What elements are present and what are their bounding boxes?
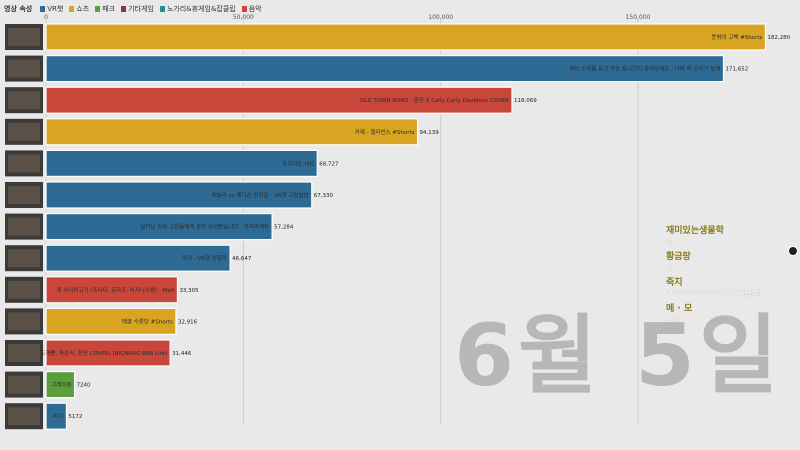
thumbnail-image-detail (8, 312, 40, 331)
side-entry: 죽지 ㅋㅋㅋㅋㅋㅋㅋ바티이타빌린 (666, 275, 796, 299)
bar (45, 402, 68, 430)
bar (45, 86, 513, 114)
thumbnail-image-detail (8, 280, 40, 299)
legend-label: 패크 (102, 5, 116, 13)
legend-swatch (69, 6, 75, 12)
legend-label: 노가리&휴게임&잡클립 (166, 5, 236, 13)
legend-swatch (121, 6, 127, 12)
bar (45, 149, 318, 177)
side-entry-sub: 우와 (666, 315, 681, 324)
legend-swatch (40, 6, 46, 12)
thumbnail-image-detail (8, 186, 40, 204)
date-label: 6월 5일 (454, 306, 782, 406)
thumbnail-image-detail (8, 59, 40, 78)
bar-label: 메글 수륜단 #Shorts (122, 317, 173, 325)
bar-value-label: 31,446 (172, 351, 192, 357)
bar-value-label: 32,916 (178, 319, 198, 325)
legend-item-music: 음악 (241, 4, 262, 14)
side-entry-name: 황금랑 (666, 252, 691, 262)
legend-label: 기타게임 (128, 5, 154, 13)
bar-label: 도게쁨, 파준식, 진영 COVER) (BIGBANG BAB Life) (40, 349, 167, 357)
x-tick-label: 50,000 (233, 14, 254, 21)
bar-label: 카제 - 젤리빈스 #Shorts (355, 128, 415, 136)
legend-item-chat-clips: 노가리&휴게임&잡클립 (159, 4, 236, 14)
bar (45, 371, 76, 399)
side-entry: 재미있는생물학 소 (666, 223, 796, 247)
bar-label: 매슬라 vs 메디슨 방망출 - VR챗 고령발밥 (212, 191, 309, 199)
side-entry-name: 재미있는생물학 (666, 226, 724, 236)
bar-label: 일러님 신곡 고헌들에게 문자 보여줬습니다 - 까지마계하 (140, 223, 269, 231)
bar (45, 118, 419, 146)
legend-item-shorts: 쇼츠 (69, 4, 89, 14)
thumbnail-image-detail (8, 407, 40, 426)
bar-label: 먹귀 - VR챗 성향학 (182, 254, 227, 262)
side-entry-sub: 소 (666, 237, 674, 246)
bar-value-label: 182,280 (767, 35, 790, 41)
bar (45, 307, 177, 335)
bar (45, 181, 313, 209)
bar (45, 213, 273, 241)
bar-value-label: 68,727 (319, 161, 339, 167)
legend: 영상 속성 VR챗 쇼츠 패크 기타게임 노가리&휴게임&잡클립 음악 (4, 3, 262, 15)
bar-label: 그레이준 (51, 381, 71, 389)
bar (45, 276, 179, 304)
legend-label: 쇼츠 (76, 5, 90, 13)
bar-value-label: 171,652 (725, 67, 748, 73)
bar-label: OLD TOWN ROAD - 룬산 X Cally Carly Davidso… (360, 96, 509, 104)
legend-swatch (159, 6, 165, 12)
x-tick-label: 0 (44, 14, 48, 21)
bar (45, 244, 231, 272)
bar-value-label: 33,305 (179, 288, 199, 294)
avatar-icon (788, 246, 798, 256)
thumbnail-image-detail (8, 375, 40, 394)
legend-item-pack: 패크 (95, 4, 115, 14)
legend-item-other-games: 기타게임 (121, 4, 154, 14)
side-entry: 메 · 모 우와 (666, 301, 796, 325)
side-entry: 황금랑 소 (666, 249, 796, 273)
legend-label: VR챗 (47, 5, 64, 13)
bar-label: 게 사이파고기 (프리타, 유하조, 비지니스캠) - Melt (56, 286, 175, 294)
thumbnail-image-detail (8, 122, 40, 141)
side-entry-sub: 소 (666, 263, 674, 272)
legend-item-vrchat: VR챗 (40, 4, 63, 14)
side-entry-sub: ㅋㅋㅋㅋㅋㅋㅋ바티이타빌린 (666, 289, 762, 298)
thumbnail-image-detail (8, 154, 40, 173)
bar-value-label: 67,330 (314, 193, 334, 199)
bar-label: 혹는 소리를 듣고 무슨 음식인지 맞혀보세요 - 너비 찍 소리가 보게 (569, 65, 720, 73)
bar-value-label: 7240 (77, 383, 91, 389)
legend-label: 음악 (248, 5, 262, 13)
bar-value-label: 57,284 (274, 225, 294, 231)
thumbnail-image-detail (8, 217, 40, 236)
bar-label: 비디 (53, 412, 63, 420)
x-tick-label: 150,000 (626, 14, 651, 21)
bar-value-label: 94,139 (420, 130, 440, 136)
bar-value-label: 5172 (68, 414, 82, 420)
bar (45, 54, 725, 83)
legend-title: 영상 속성 (4, 5, 33, 13)
thumbnail-image-detail (8, 91, 40, 110)
legend-swatch (241, 6, 247, 12)
bar-label: 유성이도 세요 (282, 159, 314, 167)
bar (45, 339, 171, 367)
side-entry-name: 죽지 (666, 278, 683, 288)
bar-value-label: 118,069 (514, 98, 537, 104)
bar-value-label: 46,647 (232, 256, 252, 262)
x-tick-label: 100,000 (428, 14, 453, 21)
thumbnail-image-detail (8, 28, 40, 46)
side-entry-name: 메 · 모 (666, 304, 693, 314)
side-panel: 재미있는생물학 소 황금랑 소 죽지 ㅋㅋㅋㅋㅋㅋㅋ바티이타빌린 메 · 모 우… (666, 223, 796, 327)
legend-swatch (95, 6, 101, 12)
thumbnail-image-detail (8, 249, 40, 268)
bar (45, 23, 767, 51)
thumbnail-image-detail (8, 344, 40, 362)
bar-label: 뜻밖의 고백 #Shorts (711, 33, 762, 41)
